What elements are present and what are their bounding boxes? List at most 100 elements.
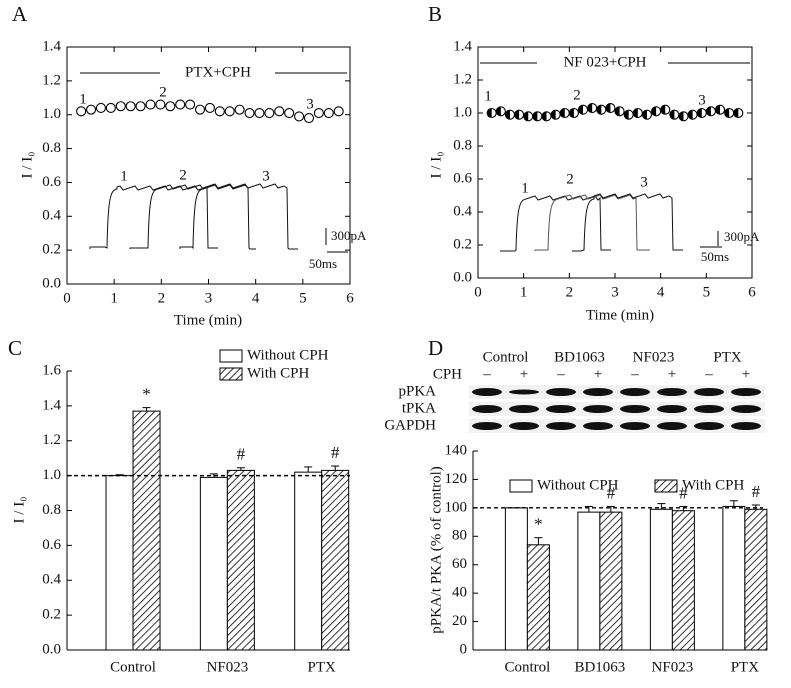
x-tick-label: 6 — [748, 284, 756, 300]
error-bar — [606, 505, 615, 513]
marker-outline — [204, 102, 215, 113]
x-tick-label: 4 — [252, 290, 260, 306]
blot-sign: – — [482, 366, 491, 382]
x-tick-label: PTX — [731, 659, 760, 675]
blot-band — [620, 388, 650, 396]
x-tick-label: NF023 — [207, 659, 249, 675]
y-tick-label: 60 — [452, 556, 467, 572]
x-tick-label: 6 — [346, 290, 354, 306]
trace-label: 2 — [566, 171, 574, 187]
blot-band — [472, 388, 502, 396]
blot-band — [657, 388, 687, 396]
error-bar — [679, 505, 688, 511]
trace-label: 3 — [262, 168, 270, 184]
y-tick-label: 0.2 — [453, 236, 472, 252]
marker-outline — [194, 104, 206, 115]
marker-fill — [679, 111, 684, 121]
error-bar — [729, 500, 738, 507]
marker-outline — [155, 99, 166, 110]
marker-fill — [569, 108, 574, 118]
marker-outline — [76, 106, 87, 117]
marker-outline — [165, 101, 176, 112]
x-axis-label: Time (min) — [174, 312, 242, 328]
x-tick-label: 3 — [205, 290, 213, 306]
bar — [526, 544, 550, 651]
significance-mark: # — [679, 483, 688, 502]
data-point — [550, 109, 561, 120]
error-bar — [142, 407, 151, 412]
marker-outline — [234, 104, 245, 115]
marker-fill — [605, 103, 611, 113]
y-tick-label: 0.6 — [42, 537, 61, 553]
panel-letter: D — [428, 336, 443, 360]
marker-fill — [633, 108, 638, 118]
marker-fill — [578, 105, 584, 115]
marker-fill — [724, 108, 730, 118]
blot-group-label: Control — [483, 349, 529, 365]
y-axis-label: I / I₀ — [428, 152, 444, 179]
marker-outline — [105, 102, 116, 113]
y-tick-label: 0.2 — [42, 607, 61, 623]
bar — [226, 469, 255, 651]
bar — [649, 508, 673, 651]
bar — [744, 508, 768, 651]
point-label: 2 — [573, 87, 581, 103]
data-point — [641, 109, 653, 120]
marker-fill — [624, 110, 629, 120]
current-trace — [534, 194, 650, 251]
y-axis-label: I / I₀ — [11, 497, 27, 524]
bar — [671, 510, 695, 651]
error-bar — [236, 467, 245, 471]
data-point — [504, 109, 516, 120]
data-point — [660, 104, 671, 115]
marker-outline — [175, 99, 186, 110]
x-tick-label: 3 — [611, 284, 619, 300]
x-axis-label: Time (min) — [586, 307, 654, 323]
data-point — [264, 107, 275, 119]
scale-bar-label: 50ms — [309, 256, 337, 271]
marker-fill — [651, 106, 657, 116]
marker-outline — [264, 107, 275, 119]
data-point — [95, 102, 107, 113]
x-tick-label: 5 — [703, 284, 711, 300]
scale-bar-label: 50ms — [701, 249, 729, 264]
blot-band — [694, 405, 724, 413]
marker-fill — [615, 106, 620, 116]
y-tick-label: 0.6 — [453, 170, 472, 186]
blot-band — [546, 422, 576, 430]
data-point — [194, 104, 206, 115]
blot-strip — [469, 385, 765, 399]
data-point — [705, 106, 716, 117]
marker-outline — [313, 107, 324, 119]
data-point — [323, 107, 334, 119]
marker-fill — [496, 106, 501, 116]
legend-label: With CPH — [247, 365, 309, 381]
data-point — [568, 107, 579, 119]
blot-band — [472, 422, 502, 430]
data-point — [224, 106, 235, 117]
y-tick-label: 100 — [445, 499, 468, 515]
x-tick-label: 0 — [474, 284, 482, 300]
marker-fill — [560, 108, 565, 118]
y-tick-label: 0 — [460, 641, 468, 657]
legend-label: With CPH — [682, 477, 744, 493]
x-tick-label: 2 — [566, 284, 574, 300]
significance-mark: * — [142, 385, 151, 404]
marker-fill — [551, 110, 556, 120]
y-tick-label: 140 — [445, 442, 468, 458]
marker-outline — [214, 106, 225, 117]
marker-fill — [532, 111, 538, 121]
blot-band — [620, 405, 650, 413]
data-point — [577, 104, 589, 115]
blot-sign: + — [668, 366, 676, 382]
y-tick-label: 120 — [445, 471, 468, 487]
data-point — [284, 107, 295, 119]
current-trace — [500, 195, 611, 252]
data-point — [687, 109, 698, 120]
data-point — [651, 106, 662, 117]
bar — [722, 505, 746, 651]
y-tick-label: 1.4 — [453, 38, 472, 54]
marker-fill — [596, 105, 602, 115]
blot-band — [694, 388, 724, 396]
